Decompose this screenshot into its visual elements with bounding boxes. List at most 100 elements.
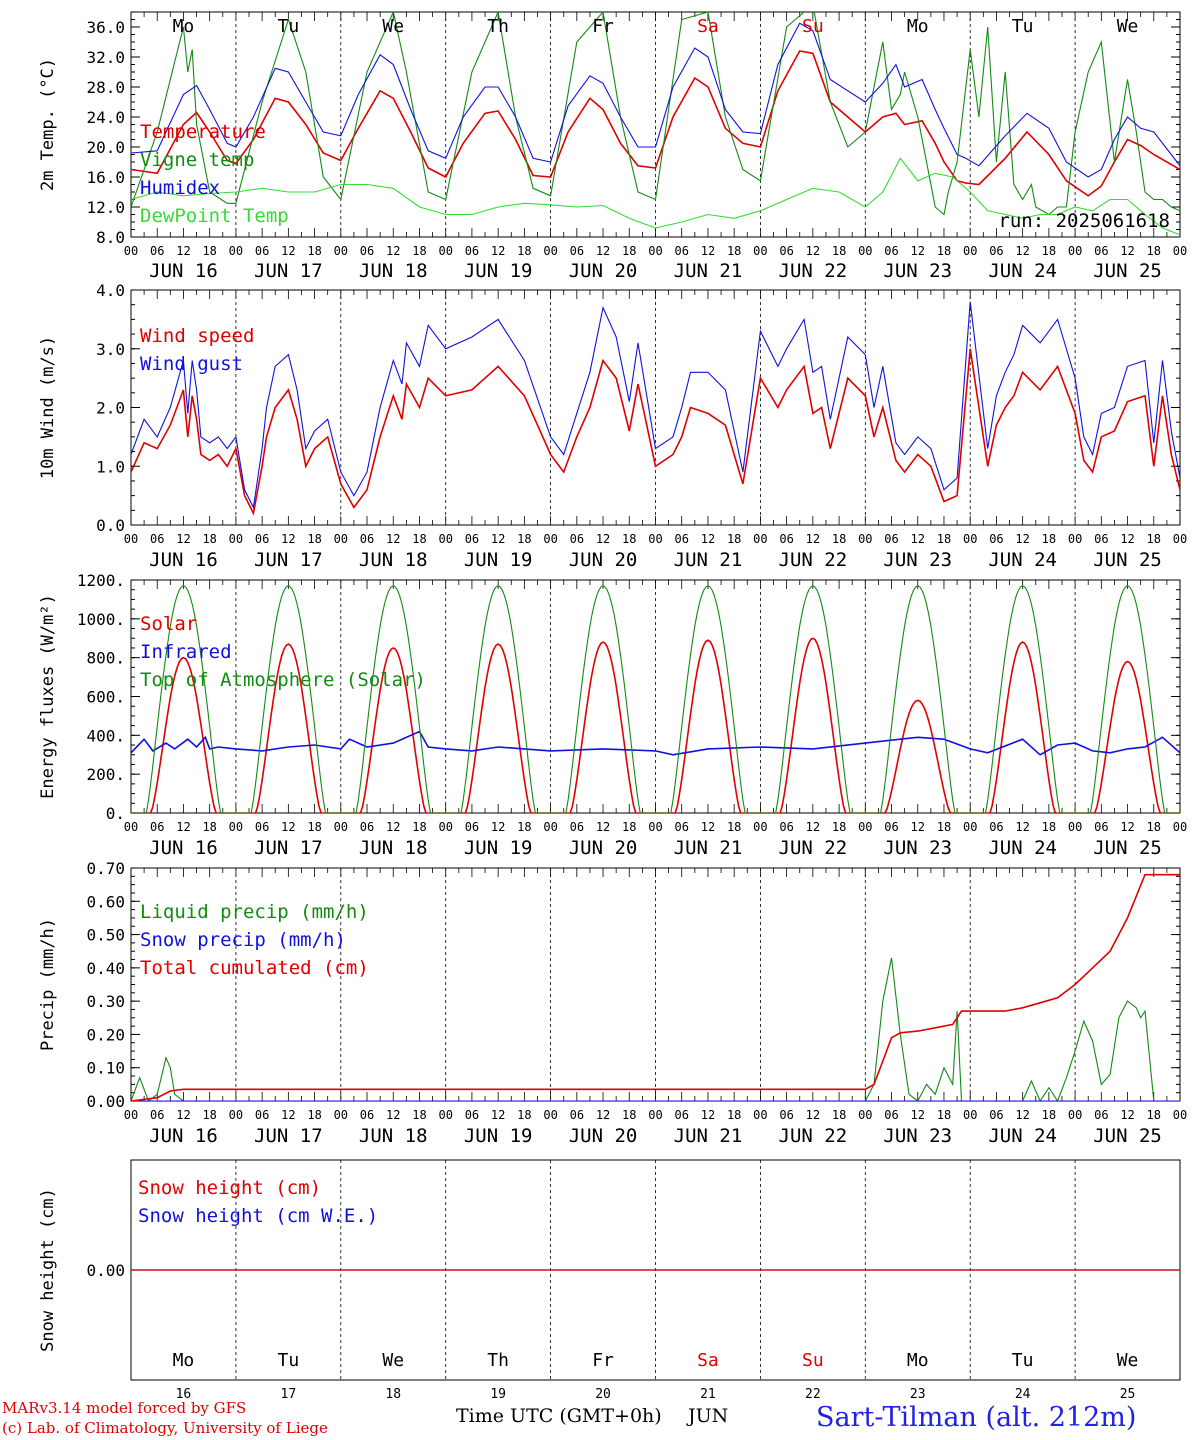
day-number-label: 22 xyxy=(805,1387,821,1402)
hour-tick-label: 12 xyxy=(701,1108,715,1122)
y-tick-label: 3.0 xyxy=(96,340,125,359)
hour-tick-label: 12 xyxy=(596,820,610,834)
day-date-label: JUN 16 xyxy=(149,837,218,859)
y-tick-label: 2.0 xyxy=(96,399,125,418)
hour-tick-label: 00 xyxy=(1173,820,1187,834)
hour-tick-label: 06 xyxy=(779,532,793,546)
day-date-label: JUN 25 xyxy=(1093,549,1162,571)
hour-tick-label: 12 xyxy=(806,1108,820,1122)
hour-tick-label: 00 xyxy=(1173,532,1187,546)
legend-entry: Infrared xyxy=(140,641,232,663)
hour-tick-label: 12 xyxy=(701,820,715,834)
y-tick-label: 0.00 xyxy=(86,1092,125,1111)
y-tick-label: 0.50 xyxy=(86,926,125,945)
hour-tick-label: 06 xyxy=(674,532,688,546)
day-date-label: JUN 25 xyxy=(1093,837,1162,859)
day-date-label: JUN 18 xyxy=(359,1125,428,1147)
month-label: JUN xyxy=(688,1405,729,1427)
hour-tick-label: 18 xyxy=(622,820,636,834)
day-date-label: JUN 22 xyxy=(779,1125,848,1147)
hour-tick-label: 06 xyxy=(884,820,898,834)
series-line-vigne-temp xyxy=(131,12,1180,216)
hour-tick-label: 12 xyxy=(176,820,190,834)
hour-tick-label: 00 xyxy=(753,244,767,258)
hour-tick-label: 06 xyxy=(255,820,269,834)
hour-tick-label: 18 xyxy=(937,244,951,258)
weekday-label: We xyxy=(1117,16,1139,37)
hour-tick-label: 06 xyxy=(465,1108,479,1122)
hour-tick-label: 18 xyxy=(832,532,846,546)
hour-tick-label: 00 xyxy=(229,820,243,834)
weekday-label: We xyxy=(382,16,404,37)
day-date-label: JUN 22 xyxy=(779,549,848,571)
legend-entry: Wind speed xyxy=(140,325,254,347)
hour-tick-label: 12 xyxy=(386,244,400,258)
hour-tick-label: 00 xyxy=(438,244,452,258)
hour-tick-label: 06 xyxy=(570,244,584,258)
hour-tick-label: 06 xyxy=(570,1108,584,1122)
hour-tick-label: 18 xyxy=(1042,532,1056,546)
weekday-label: Fr xyxy=(592,1350,614,1371)
lab-credit: (c) Lab. of Climatology, University of L… xyxy=(2,1419,328,1437)
run-label: run: 2025061618 xyxy=(998,210,1170,232)
hour-tick-label: 00 xyxy=(543,244,557,258)
day-date-label: JUN 25 xyxy=(1093,260,1162,282)
hour-tick-label: 00 xyxy=(648,820,662,834)
y-tick-label: 0.10 xyxy=(86,1059,125,1078)
y-axis-label: Precip (mm/h) xyxy=(38,918,58,1051)
day-date-label: JUN 19 xyxy=(464,1125,533,1147)
hour-tick-label: 18 xyxy=(307,532,321,546)
panel-1: 00 06 12 18 00 06 12 18 00 06 12 18 00 06 12 18 00 06 12 18… xyxy=(38,11,1187,282)
hour-tick-label: 06 xyxy=(150,1108,164,1122)
hour-tick-label: 18 xyxy=(517,244,531,258)
day-date-label: JUN 23 xyxy=(883,1125,952,1147)
y-axis-label: 2m Temp. (°C) xyxy=(38,58,58,191)
hour-tick-label: 06 xyxy=(884,244,898,258)
y-tick-label: 0.70 xyxy=(86,859,125,878)
y-tick-label: 0.20 xyxy=(86,1025,125,1044)
series-group xyxy=(131,873,1180,1101)
hour-tick-label: 00 xyxy=(438,820,452,834)
panel-3: 00 06 12 18 00 06 12 18 00 06 12 18 00 06 12 18 00 06 12 18… xyxy=(38,571,1187,859)
weekday-label: Sa xyxy=(697,1350,719,1371)
hour-tick-label: 00 xyxy=(438,532,452,546)
hour-tick-label: 00 xyxy=(229,244,243,258)
weekday-label: Tu xyxy=(1012,1350,1034,1371)
y-tick-label: 1000. xyxy=(77,610,125,629)
y-tick-label: 0. xyxy=(106,804,125,823)
legend-entry: Humidex xyxy=(140,177,220,199)
y-tick-label: 20.0 xyxy=(86,138,125,157)
hour-tick-label: 06 xyxy=(570,820,584,834)
series-line-humidex xyxy=(131,22,1180,178)
day-date-label: JUN 21 xyxy=(674,549,743,571)
hour-tick-label: 18 xyxy=(727,532,741,546)
hour-tick-label: 18 xyxy=(517,820,531,834)
hour-tick-label: 18 xyxy=(937,1108,951,1122)
day-date-label: JUN 19 xyxy=(464,260,533,282)
hour-tick-label: 06 xyxy=(255,532,269,546)
hour-tick-label: 00 xyxy=(1173,244,1187,258)
hour-tick-label: 12 xyxy=(491,1108,505,1122)
panel-4: 00 06 12 18 00 06 12 18 00 06 12 18 00 06 12 18 00 06 12 18… xyxy=(38,859,1187,1147)
hour-tick-label: 12 xyxy=(281,1108,295,1122)
y-axis-label: Energy fluxes (W/m²) xyxy=(38,594,58,799)
hour-tick-label: 18 xyxy=(832,820,846,834)
y-tick-label: 0.40 xyxy=(86,959,125,978)
hour-tick-label: 18 xyxy=(727,1108,741,1122)
hour-tick-label: 06 xyxy=(674,244,688,258)
hour-tick-label: 00 xyxy=(124,820,138,834)
panel-frame xyxy=(130,11,1181,238)
weekday-label: Mo xyxy=(173,1350,195,1371)
y-tick-label: 1200. xyxy=(77,571,125,590)
hour-tick-label: 18 xyxy=(1147,532,1161,546)
hour-tick-label: 18 xyxy=(517,1108,531,1122)
hour-tick-label: 18 xyxy=(622,1108,636,1122)
day-date-label: JUN 23 xyxy=(883,260,952,282)
weekday-label: Th xyxy=(487,1350,509,1371)
day-date-label: JUN 20 xyxy=(569,837,638,859)
hour-tick-label: 18 xyxy=(1147,820,1161,834)
series-line-solar xyxy=(131,637,1180,813)
hour-tick-label: 06 xyxy=(989,532,1003,546)
hour-tick-label: 00 xyxy=(438,1108,452,1122)
model-credit: MARv3.14 model forced by GFS xyxy=(2,1399,247,1417)
